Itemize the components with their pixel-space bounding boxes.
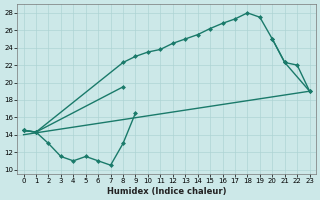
- X-axis label: Humidex (Indice chaleur): Humidex (Indice chaleur): [107, 187, 226, 196]
